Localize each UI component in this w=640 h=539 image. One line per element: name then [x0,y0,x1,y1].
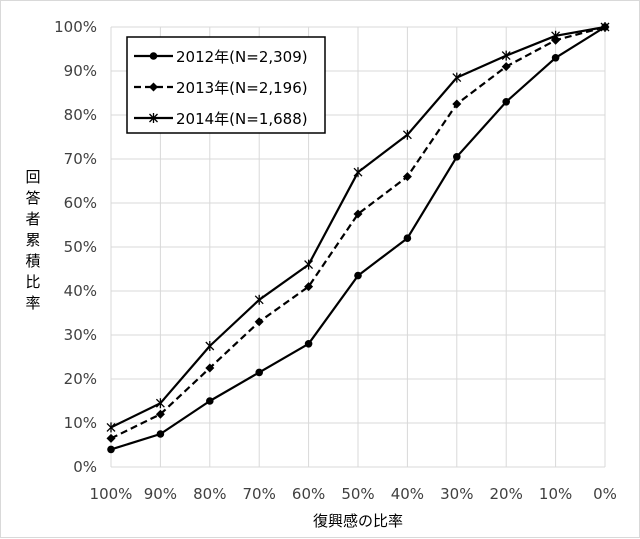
data-point [107,445,115,454]
data-point [106,422,116,433]
data-point [149,82,158,92]
data-point [206,397,214,405]
x-tick-label: 90% [144,485,177,503]
y-tick-label: 60% [64,194,97,212]
data-point [452,99,462,109]
series-markers [106,22,610,454]
legend-label: 2013年(N=2,196) [176,79,308,97]
data-point [452,72,462,83]
data-point [304,282,314,292]
y-axis-title-char: 比 [25,273,40,291]
legend: 2012年(N=2,309) 2013年(N=2,196) 2014年(N=1,68… [126,36,326,134]
data-point [501,62,511,72]
series-line [110,25,606,440]
data-point [254,317,264,327]
data-point [155,398,165,409]
x-tick-label: 20% [490,485,523,503]
legend-label: 2014年(N=1,688) [176,110,308,128]
y-tick-label: 10% [64,414,97,432]
y-tick-label: 70% [64,150,97,168]
y-tick-label: 90% [64,62,97,80]
y-axis-title-char: 回 [25,168,40,186]
data-point [106,433,116,443]
data-point [551,54,560,62]
data-point [255,368,263,377]
x-tick-label: 60% [292,485,325,503]
x-tick-label: 50% [341,485,374,503]
data-point [551,30,561,41]
y-tick-label: 0% [73,458,97,476]
data-point [353,167,363,178]
data-point [205,363,215,373]
x-tick-label: 100% [90,485,133,503]
data-point [155,409,165,419]
data-point [402,172,412,182]
y-tick-labels: 0% 10% 20% 30% 40% 50% 60% 70% 80% 90% 100% [54,18,97,476]
data-point [254,294,264,305]
y-tick-label: 50% [64,238,97,256]
data-point [205,341,215,351]
data-point [600,22,610,32]
y-tick-label: 30% [64,326,97,344]
x-tick-labels: 100% 90% 80% 70% 60% 50% 40% 30% 20% 10% 0% [90,485,617,503]
y-tick-label: 40% [64,282,97,300]
x-tick-label: 30% [440,485,473,503]
y-axis-title-char: 答 [25,189,40,207]
x-tick-label: 10% [539,485,572,503]
x-tick-label: 80% [193,485,226,503]
data-point [403,234,412,242]
y-axis-title-char: 積 [25,252,40,270]
y-axis-title-char: 累 [25,231,40,249]
x-tick-label: 40% [391,485,424,503]
legend-label: 2012年(N=2,309) [176,48,308,66]
data-point [156,430,165,438]
data-point [501,50,511,61]
data-point [354,271,362,280]
data-point [402,129,412,140]
y-axis-title-char: 率 [25,294,40,312]
data-point [149,52,158,60]
x-tick-label: 0% [593,485,617,503]
data-point [304,340,313,348]
data-point [304,259,314,270]
data-point [453,153,461,161]
data-point [502,98,511,106]
data-point [149,113,158,123]
y-axis-title-char: 者 [25,210,40,228]
grid-lines [110,26,606,468]
x-tick-label: 70% [243,485,276,503]
y-tick-label: 20% [64,370,97,388]
y-tick-label: 80% [64,106,97,124]
x-axis-title: 復興感の比率 [313,512,403,530]
y-tick-label: 100% [54,18,97,36]
data-point [353,209,363,219]
